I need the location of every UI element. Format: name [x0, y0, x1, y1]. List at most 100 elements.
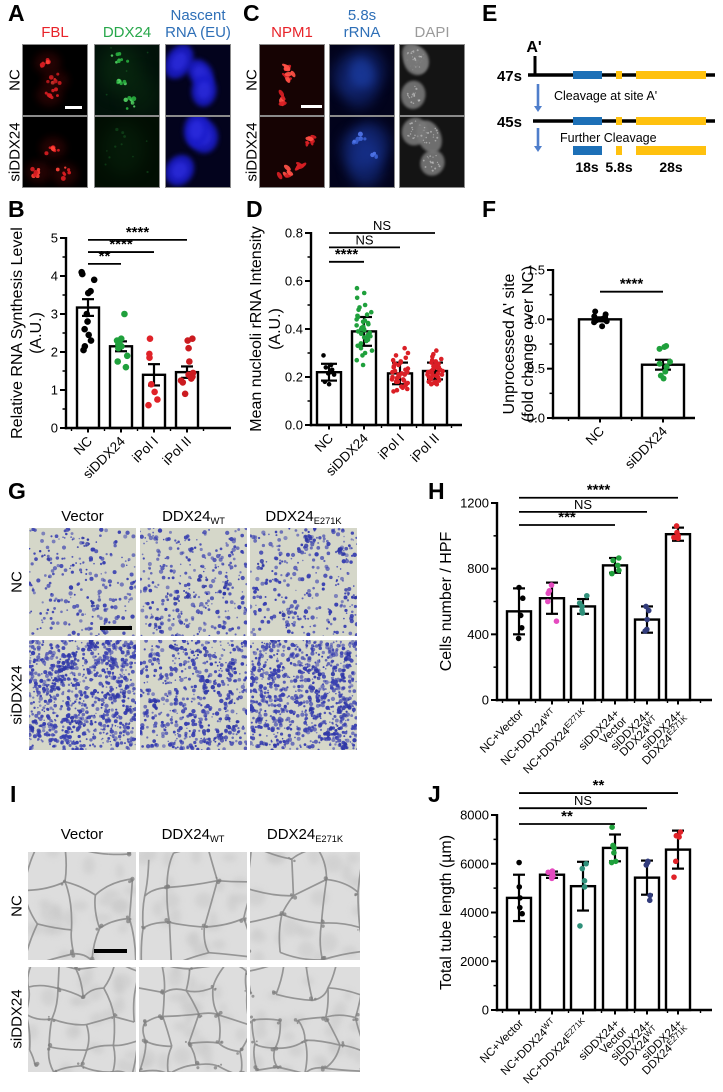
panelI-col-header-ddx24wt: DDX24 WT — [161, 826, 225, 844]
svg-text:28s: 28s — [659, 159, 683, 175]
chart-panel-J: 0 2000 4000 6000 8000 ** NS ** NC+Vector NC+DDX24… — [420, 777, 723, 1092]
svg-text:(A.U.): (A.U.) — [267, 308, 284, 350]
panelI-col-header-vector: Vector — [60, 826, 104, 844]
chart-panel-F: 0.0 0.5 1.0 1.5 **** NC siDDX24 Unprocessed A' … — [478, 196, 723, 483]
micrograph-panelC-rrna-siddx24 — [329, 116, 395, 188]
micrograph-panelC-npm1-nc — [259, 44, 325, 116]
svg-text:iPol II: iPol II — [160, 434, 194, 468]
micrograph-panelA-ddx24-nc — [94, 44, 160, 116]
micrograph-panelG-ddx24e271k-nc — [250, 528, 357, 636]
svg-text:0.0: 0.0 — [527, 411, 545, 426]
panelC-row-label-nc: NC — [243, 69, 261, 91]
svg-text:iPol I: iPol I — [129, 434, 161, 466]
svg-text:iPol I: iPol I — [375, 431, 407, 463]
scale-bar-panelC — [301, 105, 322, 108]
svg-text:NC: NC — [71, 433, 96, 458]
svg-text:2: 2 — [51, 345, 58, 360]
svg-text:***: *** — [558, 509, 576, 526]
micrograph-panelC-dapi-nc — [399, 44, 465, 116]
svg-text:1.0: 1.0 — [527, 312, 545, 327]
svg-text:0.2: 0.2 — [285, 370, 303, 385]
panelC-col-header-npm1: NPM1 — [271, 24, 313, 42]
svg-text:0.0: 0.0 — [285, 418, 303, 433]
svg-text:8000: 8000 — [460, 808, 489, 823]
svg-text:1200: 1200 — [460, 496, 489, 511]
rrna-processing-diagram: A'47s Cleavage at site A' 45s Further Cleav… — [497, 39, 715, 175]
scale-bar-panelI — [94, 949, 127, 953]
svg-text:2000: 2000 — [460, 954, 489, 969]
micrograph-panelI-ddx24e271k-siddx24 — [250, 967, 360, 1072]
svg-text:NS: NS — [574, 793, 592, 808]
micrograph-panelA-ddx24-siddx24 — [94, 116, 160, 188]
svg-text:0: 0 — [482, 693, 489, 708]
svg-text:0.5: 0.5 — [527, 361, 545, 376]
panelG-row-label-nc: NC — [8, 571, 26, 593]
panel-letter-j: J — [428, 781, 441, 807]
panelA-row-label-siddx24: siDDX24 — [6, 122, 24, 182]
svg-text:5.8s: 5.8s — [605, 159, 632, 175]
micrograph-panelA-eu-nc — [165, 44, 231, 116]
panelG-row-label-siddx24: siDDX24 — [8, 665, 26, 725]
svg-text:Mean nucleoli rRNA Intensity: Mean nucleoli rRNA Intensity — [248, 226, 265, 431]
panel-letter-e: E — [482, 0, 498, 26]
panelI-row-label-siddx24: siDDX24 — [8, 989, 26, 1049]
chart-panel-H: 0 400 800 1200 *** NS **** NC+Vector NC+DDX24WT N… — [420, 478, 723, 789]
svg-text:****: **** — [335, 246, 359, 263]
panelI-col-header-ddx24e271k: DDX24 E271K — [266, 826, 344, 844]
micrograph-panelG-ddx24wt-nc — [140, 528, 247, 636]
svg-text:45s: 45s — [497, 114, 522, 131]
scale-bar-panelA — [65, 106, 82, 109]
panelG-col-header-ddx24e271k: DDX24 E271K — [265, 508, 342, 526]
micrograph-panelA-eu-siddx24 — [165, 116, 231, 188]
micrograph-panelI-ddx24e271k-nc — [250, 852, 360, 960]
micrograph-panelI-ddx24wt-siddx24 — [139, 967, 247, 1072]
panelC-col-header-rrna: 5.8s rRNA — [343, 7, 381, 42]
svg-text:NC: NC — [583, 423, 608, 448]
panelG-col-header-vector: Vector — [61, 508, 104, 526]
panelA-col-header-fbl: FBL — [41, 24, 69, 42]
micrograph-panelI-vector-nc — [28, 852, 136, 960]
panel-letter-f: F — [482, 196, 497, 222]
svg-text:3: 3 — [51, 307, 58, 322]
svg-text:NS: NS — [355, 232, 373, 247]
svg-text:6000: 6000 — [460, 856, 489, 871]
svg-text:Cleavage at site A': Cleavage at site A' — [554, 89, 657, 103]
micrograph-panelC-rrna-nc — [329, 44, 395, 116]
svg-text:0.4: 0.4 — [285, 322, 303, 337]
svg-text:Further Cleavage: Further Cleavage — [560, 131, 657, 145]
micrograph-panelG-vector-siddx24 — [29, 640, 136, 750]
panel-letter-i: I — [10, 781, 17, 807]
svg-text:4000: 4000 — [460, 905, 489, 920]
panelC-row-label-siddx24: siDDX24 — [243, 122, 261, 182]
svg-text:(A.U.): (A.U.) — [28, 312, 45, 354]
panelC-col-header-dapi: DAPI — [414, 24, 450, 42]
svg-text:NC+DDX24WT: NC+DDX24WT — [497, 1016, 559, 1078]
svg-text:****: **** — [126, 224, 150, 241]
svg-text:Cells number / HPF: Cells number / HPF — [438, 531, 455, 671]
svg-text:NC: NC — [312, 430, 337, 455]
svg-text:0.6: 0.6 — [285, 274, 303, 289]
svg-text:**: ** — [593, 780, 605, 794]
svg-text:A': A' — [526, 39, 541, 56]
micrograph-panelG-ddx24e271k-siddx24 — [250, 640, 357, 750]
svg-text:**: ** — [561, 808, 573, 825]
panelA-col-header-ddx24: DDX24 — [102, 24, 152, 42]
svg-text:****: **** — [587, 482, 611, 499]
panelI-row-label-nc: NC — [8, 895, 26, 917]
svg-text:5: 5 — [51, 231, 58, 246]
panel-letter-g: G — [8, 478, 26, 504]
panel-letter-h: H — [428, 478, 445, 504]
scale-bar-panelG — [100, 626, 132, 630]
svg-text:18s: 18s — [575, 159, 599, 175]
micrograph-panelA-fbl-nc — [22, 44, 88, 116]
svg-text:800: 800 — [467, 561, 489, 576]
panel-letter-d: D — [246, 196, 263, 222]
panelA-col-header-nascent-rna: Nascent RNA (EU) — [165, 7, 231, 42]
svg-text:47s: 47s — [497, 68, 522, 85]
svg-text:Relative RNA Synthesis Level: Relative RNA Synthesis Level — [9, 227, 26, 439]
micrograph-panelG-ddx24wt-siddx24 — [140, 640, 247, 750]
svg-text:(fold change over NC): (fold change over NC) — [520, 266, 537, 423]
